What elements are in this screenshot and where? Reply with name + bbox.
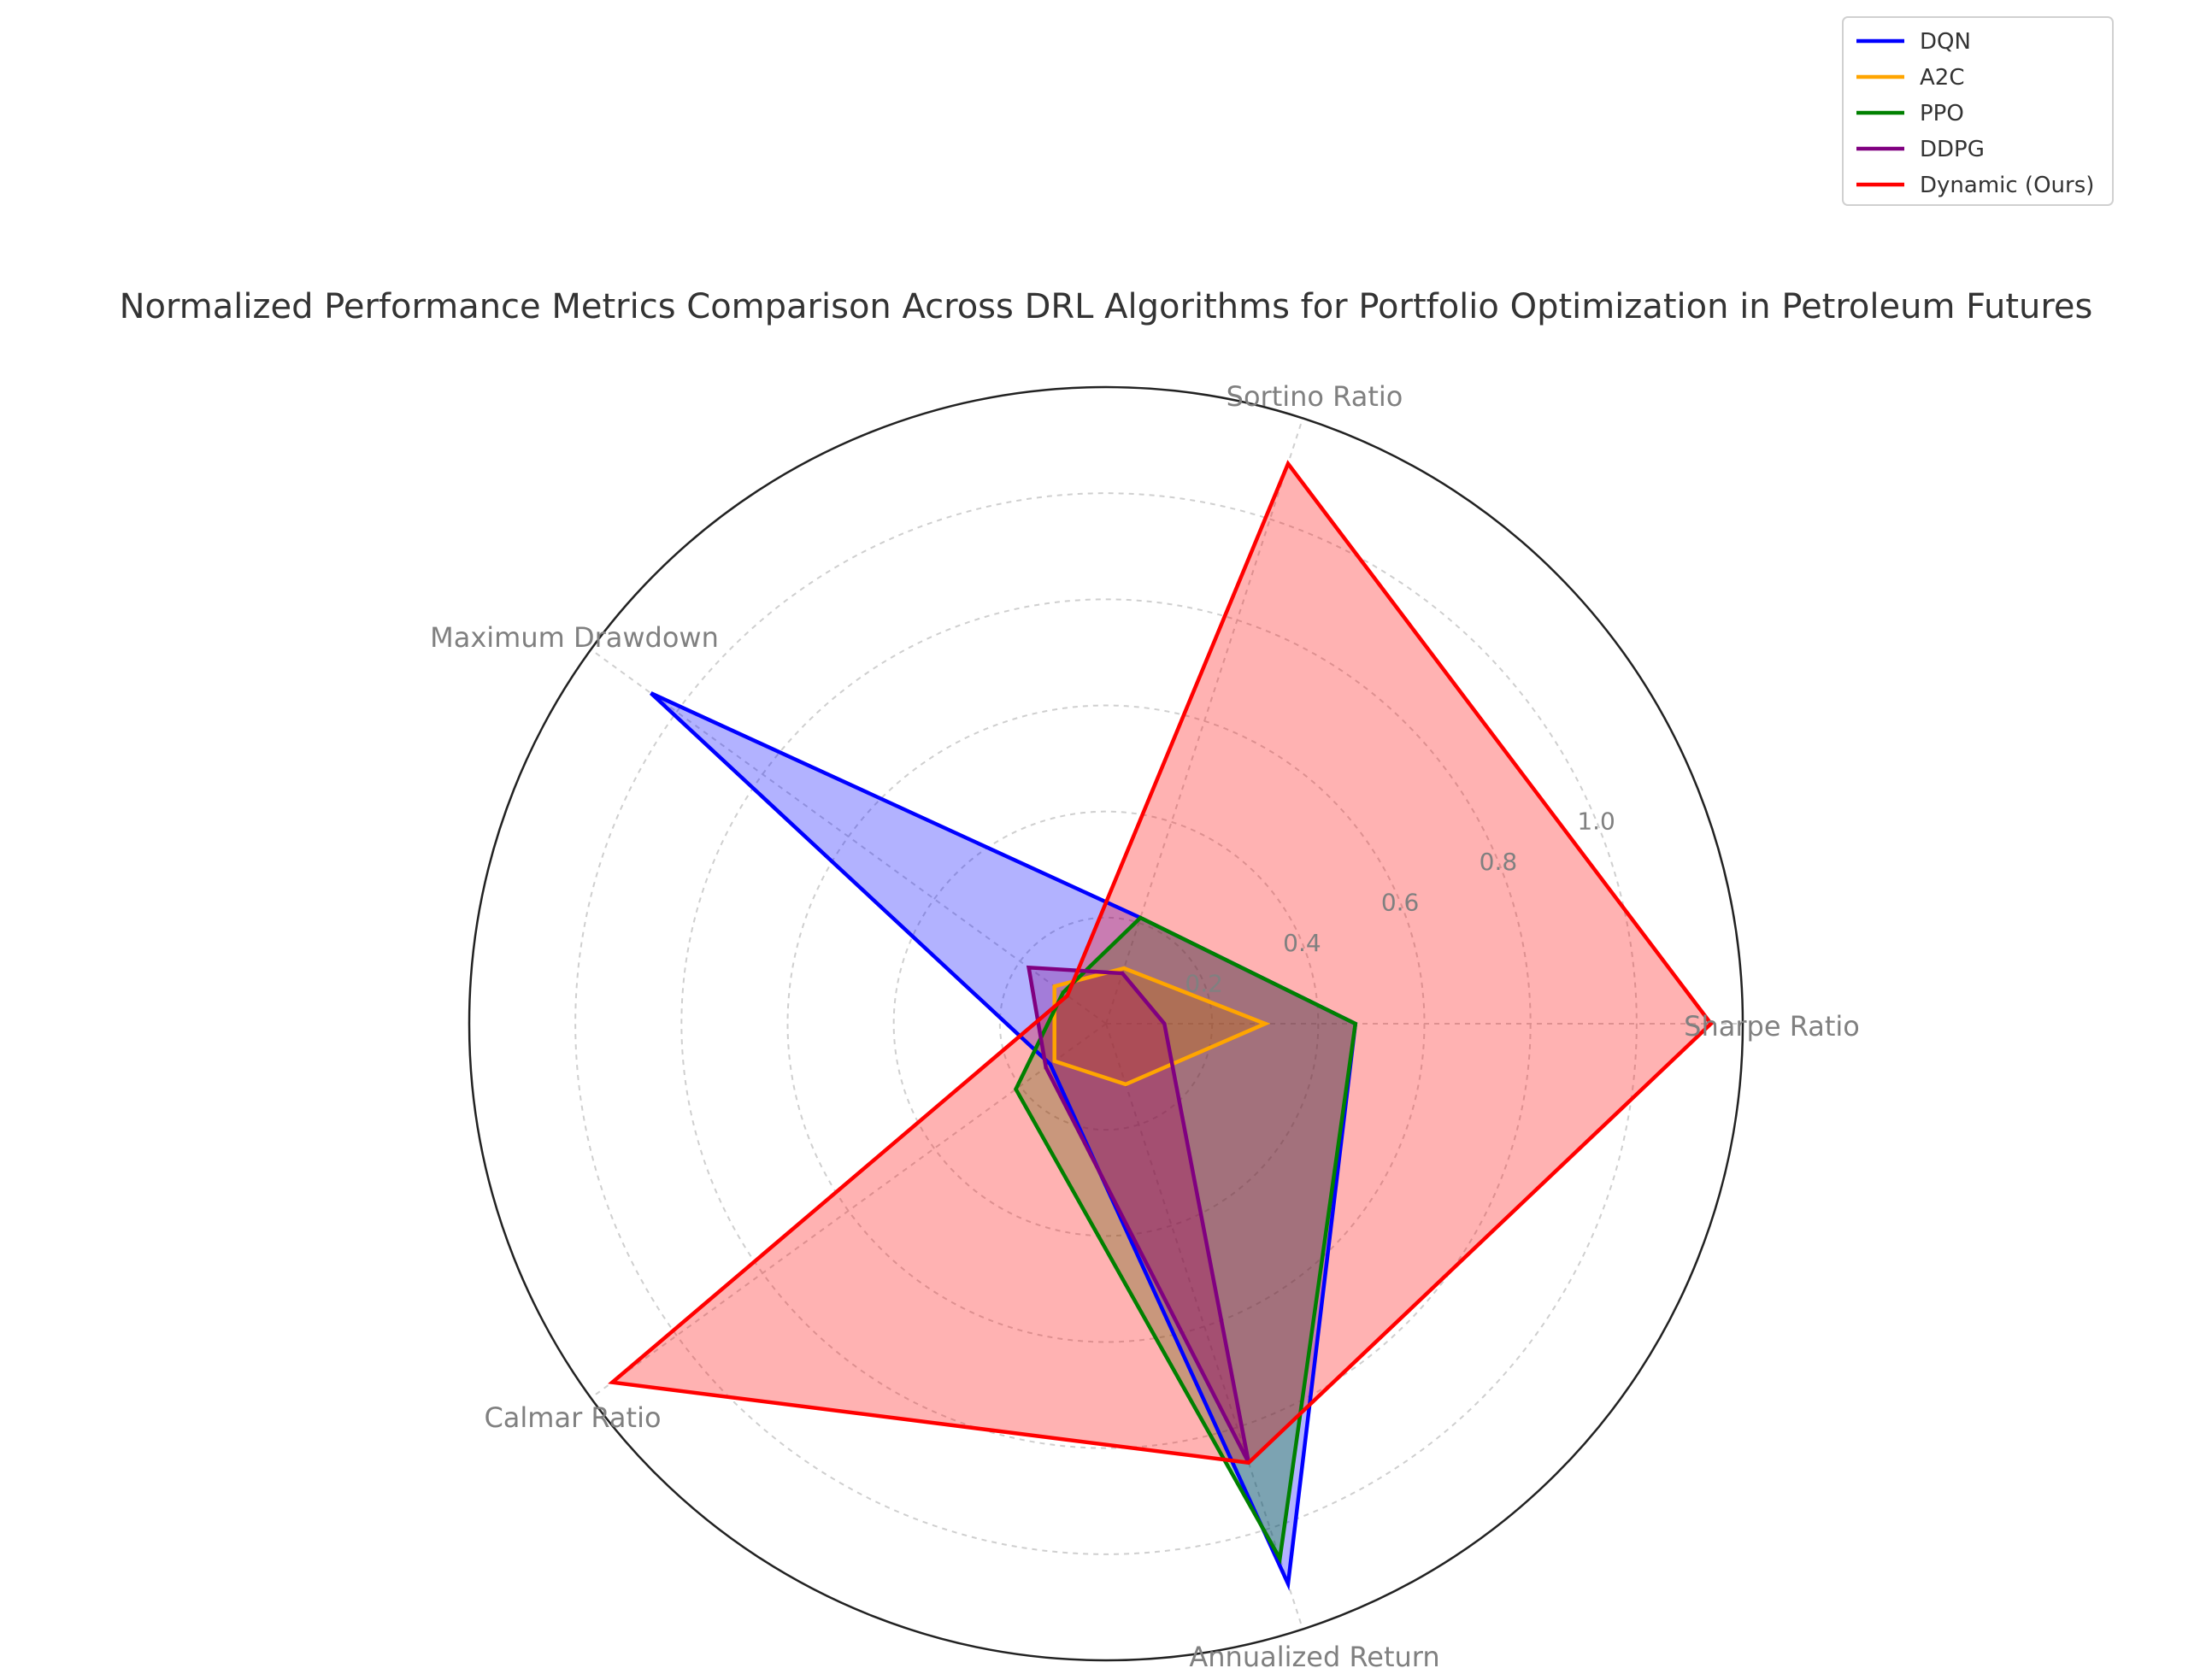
radial-tick-label: 1.0 bbox=[1577, 807, 1615, 835]
legend-label: DDPG bbox=[1920, 137, 1985, 162]
radial-tick-label: 0.8 bbox=[1480, 848, 1518, 876]
legend-box bbox=[1842, 16, 2114, 206]
legend: DQN A2C PPO DDPG Dynamic (Ours) bbox=[1842, 16, 2114, 206]
grid-spoke bbox=[1105, 1023, 1304, 1630]
radial-tick-labels: 0.2 0.4 0.6 0.8 1.0 bbox=[1185, 807, 1615, 997]
radial-tick-label: 0.4 bbox=[1283, 929, 1321, 957]
series-line-dynamic-ours bbox=[608, 460, 1714, 1465]
legend-label: A2C bbox=[1920, 65, 1964, 91]
series-line-a2c bbox=[1052, 966, 1271, 1087]
grid-spoke bbox=[1105, 418, 1304, 1025]
chart-title: Normalized Performance Metrics Compariso… bbox=[120, 287, 2093, 326]
radial-tick-label: 0.2 bbox=[1185, 970, 1223, 998]
axis-label-sortino-ratio: Sortino Ratio bbox=[1227, 380, 1403, 413]
series-line-ddpg bbox=[1026, 965, 1251, 1464]
axis-label-calmar-ratio: Calmar Ratio bbox=[484, 1401, 661, 1434]
axis-label-sharpe-ratio: Sharpe Ratio bbox=[1684, 1010, 1860, 1043]
series-fill-dqn bbox=[650, 693, 1356, 1584]
series-fill-a2c bbox=[1054, 968, 1266, 1084]
series-fill-dynamic-ours bbox=[612, 463, 1711, 1463]
series-fill-ddpg bbox=[1028, 967, 1249, 1463]
axis-label-maximum-drawdown: Maximum Drawdown bbox=[430, 621, 719, 654]
series-layer bbox=[608, 460, 1714, 1591]
axis-label-annualized-return: Annualized Return bbox=[1189, 1641, 1439, 1673]
radial-tick-label: 0.6 bbox=[1381, 889, 1420, 917]
radial-grid bbox=[468, 385, 1744, 1662]
legend-label: PPO bbox=[1920, 101, 1964, 126]
grid-ring bbox=[574, 492, 1638, 1555]
legend-label: DQN bbox=[1920, 29, 1971, 55]
grid-spoke bbox=[590, 1023, 1107, 1399]
grid-spoke bbox=[590, 649, 1107, 1025]
grid-ring bbox=[892, 810, 1320, 1237]
axis-labels: Sharpe Ratio Sortino Ratio Maximum Drawdow… bbox=[430, 380, 1860, 1673]
outer-ring bbox=[468, 385, 1744, 1662]
legend-label: Dynamic (Ours) bbox=[1920, 173, 2094, 198]
